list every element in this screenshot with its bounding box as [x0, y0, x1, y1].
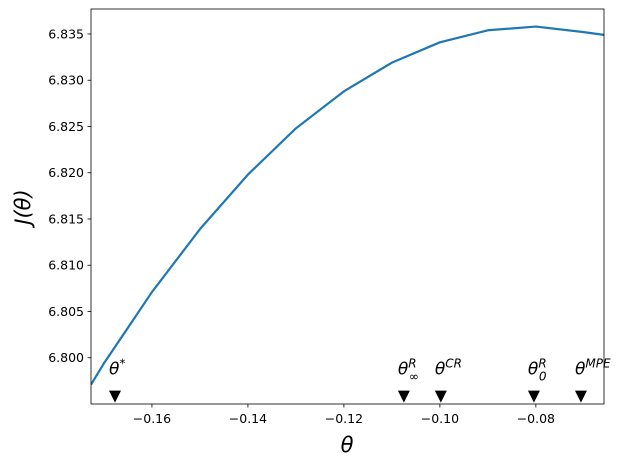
- plot-area: [91, 25, 604, 386]
- x-tick-label: −0.08: [517, 411, 555, 426]
- marker-label-base: θ: [435, 360, 446, 380]
- y-tick-label: 6.810: [48, 258, 84, 273]
- marker: [108, 390, 121, 403]
- marker-label-sup: R: [408, 357, 416, 371]
- marker: [527, 390, 540, 403]
- marker-label: θMPE: [575, 357, 611, 380]
- marker-label: θR 0: [528, 357, 547, 384]
- y-axis-label: J(θ): [11, 189, 35, 228]
- x-tick-label: −0.16: [133, 411, 171, 426]
- marker: [434, 390, 447, 403]
- marker-label-sub: ∞: [409, 370, 419, 384]
- marker-label-base: θ: [398, 360, 409, 380]
- y-tick-label: 6.805: [48, 304, 84, 319]
- marker-label-sup: R: [538, 357, 546, 371]
- marker-label: θCR: [435, 357, 462, 380]
- marker-label-sup: CR: [445, 357, 462, 371]
- x-tick-label: −0.12: [325, 411, 363, 426]
- x-tick-label: −0.10: [421, 411, 459, 426]
- marker-label-base: θ: [109, 360, 120, 380]
- y-tick-label: 6.800: [48, 350, 84, 365]
- y-tick-label: 6.815: [48, 211, 84, 226]
- y-tick-label: 6.835: [48, 26, 84, 41]
- marker-label-base: θ: [528, 360, 539, 380]
- marker-label: θ*: [109, 357, 125, 380]
- y-tick-label: 6.820: [48, 165, 84, 180]
- marker: [397, 390, 410, 403]
- marker-label-base: θ: [575, 360, 586, 380]
- x-axis-label: θ: [341, 433, 354, 457]
- y-tick-label: 6.825: [48, 119, 84, 134]
- x-tick-label: −0.14: [229, 411, 267, 426]
- line-series: [91, 25, 604, 386]
- plot-frame: [90, 8, 605, 405]
- y-tick-label: 6.830: [48, 73, 84, 88]
- marker-label-sup: *: [119, 357, 125, 371]
- marker: [574, 390, 587, 403]
- marker-label: θR ∞: [398, 357, 419, 384]
- marker-label-sup: MPE: [585, 357, 611, 371]
- marker-label-sub: 0: [539, 370, 547, 384]
